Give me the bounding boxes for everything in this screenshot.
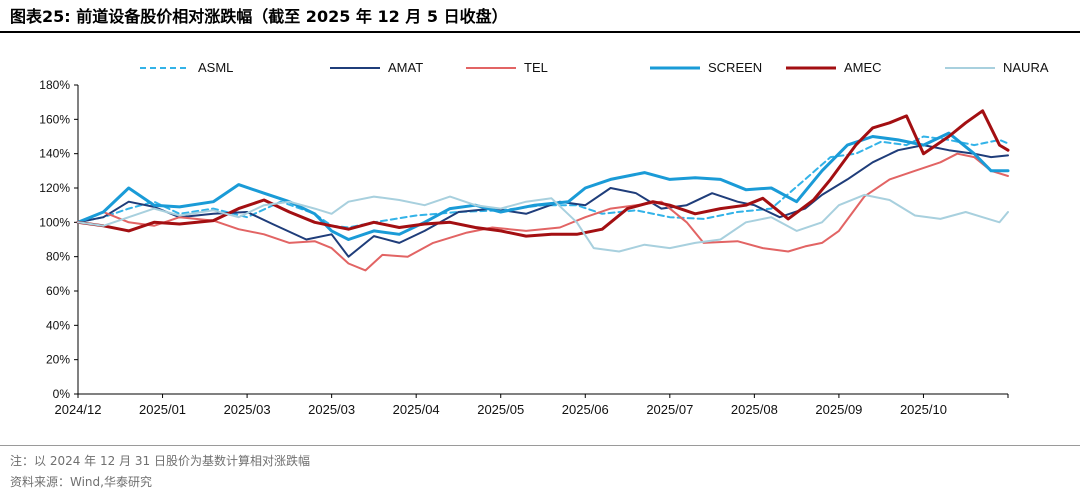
plot-area bbox=[76, 109, 1010, 272]
series-line-amat bbox=[77, 144, 1009, 258]
x-tick-label: 2024/12 bbox=[55, 402, 102, 417]
x-tick-label: 2025/01 bbox=[139, 402, 186, 417]
y-tick-label: 40% bbox=[46, 318, 70, 332]
chart-note: 注：以 2024 年 12 月 31 日股价为基数计算相对涨跌幅 bbox=[10, 454, 310, 468]
legend-label: AMEC bbox=[844, 60, 882, 75]
x-tick-label: 2025/09 bbox=[815, 402, 862, 417]
y-tick-label: 0% bbox=[53, 387, 71, 401]
series-line-tel bbox=[77, 152, 1009, 272]
y-tick-label: 180% bbox=[39, 78, 70, 92]
y-axis: 0% 20% 40% 60% 80% 100% 120% 140% 160% 180% bbox=[39, 78, 79, 401]
series-line-amec bbox=[76, 109, 1010, 238]
x-axis: 2024/12 2025/01 2025/03 2025/03 2025/04 2025/… bbox=[55, 393, 1009, 417]
legend-item-asml: ASML bbox=[140, 60, 233, 75]
chart-legend: ASML AMAT TEL SCREEN AMEC NAURA bbox=[140, 60, 1049, 75]
x-tick-label: 2025/03 bbox=[308, 402, 355, 417]
series-line-naura bbox=[77, 193, 1009, 253]
x-tick-label: 2025/03 bbox=[224, 402, 271, 417]
x-tick-label: 2025/10 bbox=[900, 402, 947, 417]
legend-label: ASML bbox=[198, 60, 233, 75]
line-chart: ASML AMAT TEL SCREEN AMEC NAURA 0% 20% 40% 60% 80… bbox=[39, 60, 1049, 417]
legend-label: TEL bbox=[524, 60, 548, 75]
footer-divider bbox=[0, 445, 1080, 446]
y-tick-label: 100% bbox=[39, 215, 70, 229]
figure-title: 图表25: 前道设备股价相对涨跌幅（截至 2025 年 12 月 5 日收盘） bbox=[10, 7, 508, 26]
legend-item-amat: AMAT bbox=[330, 60, 423, 75]
y-tick-label: 80% bbox=[46, 250, 70, 264]
legend-label: SCREEN bbox=[708, 60, 762, 75]
x-tick-label: 2025/05 bbox=[477, 402, 524, 417]
title-divider bbox=[0, 31, 1080, 33]
y-tick-label: 60% bbox=[46, 284, 70, 298]
legend-item-amec: AMEC bbox=[786, 60, 882, 75]
y-tick-label: 140% bbox=[39, 147, 70, 161]
chart-source: 资料来源：Wind,华泰研究 bbox=[10, 475, 152, 489]
series-line-asml bbox=[77, 135, 1009, 229]
x-tick-label: 2025/06 bbox=[562, 402, 609, 417]
series-line-screen bbox=[76, 131, 1010, 241]
x-tick-label: 2025/07 bbox=[646, 402, 693, 417]
legend-item-screen: SCREEN bbox=[650, 60, 762, 75]
x-tick-label: 2025/08 bbox=[731, 402, 778, 417]
legend-item-tel: TEL bbox=[466, 60, 548, 75]
legend-label: AMAT bbox=[388, 60, 423, 75]
legend-label: NAURA bbox=[1003, 60, 1049, 75]
legend-item-naura: NAURA bbox=[945, 60, 1049, 75]
x-tick-label: 2025/04 bbox=[393, 402, 440, 417]
y-tick-label: 120% bbox=[39, 181, 70, 195]
y-tick-label: 20% bbox=[46, 353, 70, 367]
y-tick-label: 160% bbox=[39, 112, 70, 126]
